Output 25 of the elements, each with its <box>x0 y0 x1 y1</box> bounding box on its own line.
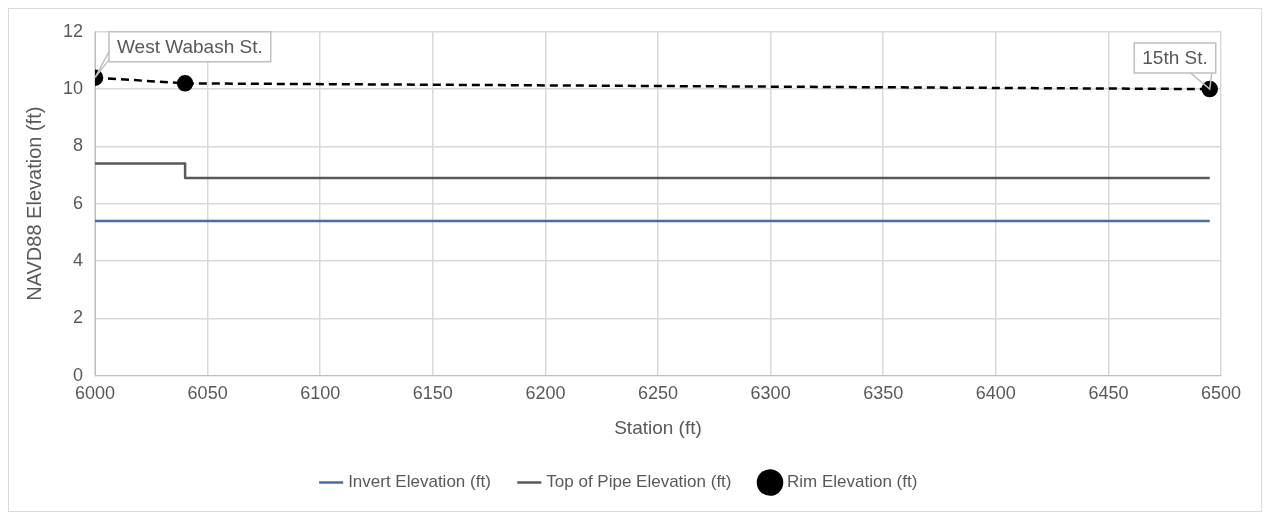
x-tick-label: 6400 <box>975 383 1016 404</box>
x-tick-label: 6350 <box>863 383 904 404</box>
y-tick-label: 2 <box>73 307 84 328</box>
x-tick-label: 6450 <box>1088 383 1129 404</box>
x-tick-label: 6100 <box>300 383 341 404</box>
y-tick-label: 4 <box>73 249 84 270</box>
annotation: West Wabash St. <box>117 35 263 57</box>
x-tick-label: 6500 <box>1200 383 1242 404</box>
y-tick-label: 12 <box>62 20 84 41</box>
x-tick-label: 6250 <box>637 383 679 404</box>
annotation: 15th St. <box>1142 47 1208 69</box>
y-tick-label: 8 <box>73 135 84 156</box>
x-tick-label: 6200 <box>525 383 566 404</box>
x-tick-label: 6000 <box>75 383 116 404</box>
y-tick-label: 0 <box>73 364 84 385</box>
y-tick-label: 10 <box>62 78 84 99</box>
y-tick-label: 6 <box>73 192 84 213</box>
x-axis-title: Station (ft) <box>614 416 702 438</box>
legend-label: Rim Elevation (ft) <box>787 472 918 492</box>
y-axis-title: NAVD88 Elevation (ft) <box>22 106 45 301</box>
legend-label: Invert Elevation (ft) <box>348 472 491 492</box>
x-tick-label: 6150 <box>412 383 453 404</box>
x-tick-label: 6050 <box>187 383 228 404</box>
legend-label: Top of Pipe Elevation (ft) <box>546 472 732 492</box>
x-tick-label: 6300 <box>750 383 791 404</box>
